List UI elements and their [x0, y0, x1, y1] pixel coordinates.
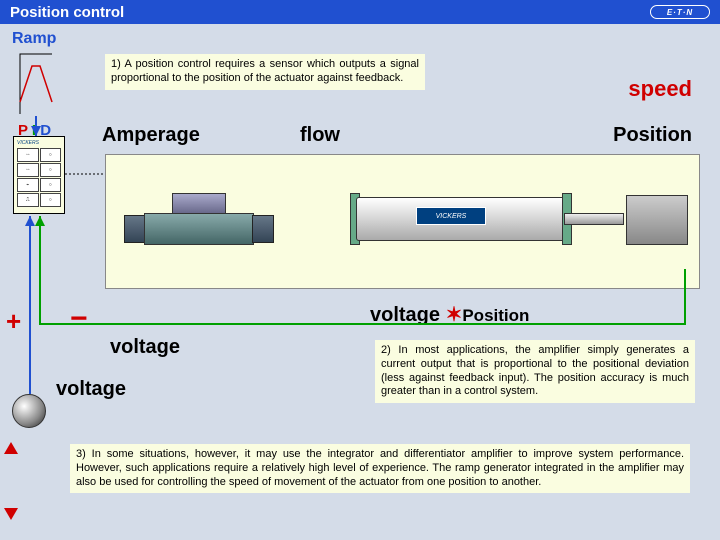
speed-label: speed: [628, 76, 692, 102]
note-2: 2) In most applications, the amplifier s…: [375, 340, 695, 403]
valve-solenoid-right: [252, 215, 274, 243]
amp-cell: ⌁: [17, 178, 39, 192]
valve-body: [144, 213, 254, 245]
position-sensor: [626, 195, 688, 245]
amp-cell: ◦◦: [17, 148, 39, 162]
amp-cell: ○: [40, 178, 62, 192]
valve-solenoid-left: [124, 215, 146, 243]
valve-electronics: [172, 193, 226, 215]
arrow-down-icon: [4, 508, 18, 520]
star-icon: ✶: [446, 304, 463, 326]
ramp-label: Ramp: [12, 30, 56, 48]
header-bar: Position control E·T·N: [0, 0, 720, 24]
note-1: 1) A position control requires a sensor …: [105, 54, 425, 90]
amplifier-brand: VICKERS: [16, 139, 62, 147]
diagram-content: Ramp P I D VICKERS ◦◦ ○ ◦◦ ○ ⌁ ○ ⎍ ○ 1) …: [0, 24, 720, 540]
voltage-position-label: voltage ✶Position: [370, 302, 529, 327]
voltage-feedback-label: voltage: [110, 336, 180, 359]
hydraulic-diagram: VICKERS: [105, 154, 700, 289]
amp-cell: ○: [40, 163, 62, 177]
amp-cell: ○: [40, 193, 62, 207]
page-title: Position control: [10, 4, 124, 21]
voltage-setpoint-label: voltage: [56, 378, 126, 401]
amperage-label: Amperage: [102, 124, 200, 147]
amplifier-module: VICKERS ◦◦ ○ ◦◦ ○ ⌁ ○ ⎍ ○: [13, 136, 65, 214]
ramp-graph-icon: [18, 52, 54, 116]
cylinder-rod: [564, 213, 624, 225]
plus-icon: +: [6, 306, 21, 337]
brand-logo: E·T·N: [650, 5, 710, 19]
position-suffix: Position: [462, 306, 529, 325]
position-right-label: Position: [613, 124, 692, 147]
note-3: 3) In some situations, however, it may u…: [70, 444, 690, 493]
amplifier-controls: ◦◦ ○ ◦◦ ○ ⌁ ○ ⎍ ○: [16, 147, 62, 208]
flow-label: flow: [300, 124, 340, 147]
cylinder-brand: VICKERS: [416, 207, 486, 225]
amp-cell: ○: [40, 148, 62, 162]
proportional-valve: [124, 183, 274, 253]
amp-cell: ◦◦: [17, 163, 39, 177]
voltage-text: voltage: [370, 304, 446, 326]
minus-icon: −: [70, 302, 88, 336]
setpoint-knob[interactable]: [12, 394, 46, 428]
arrow-up-icon: [4, 442, 18, 454]
amp-cell: ⎍: [17, 193, 39, 207]
